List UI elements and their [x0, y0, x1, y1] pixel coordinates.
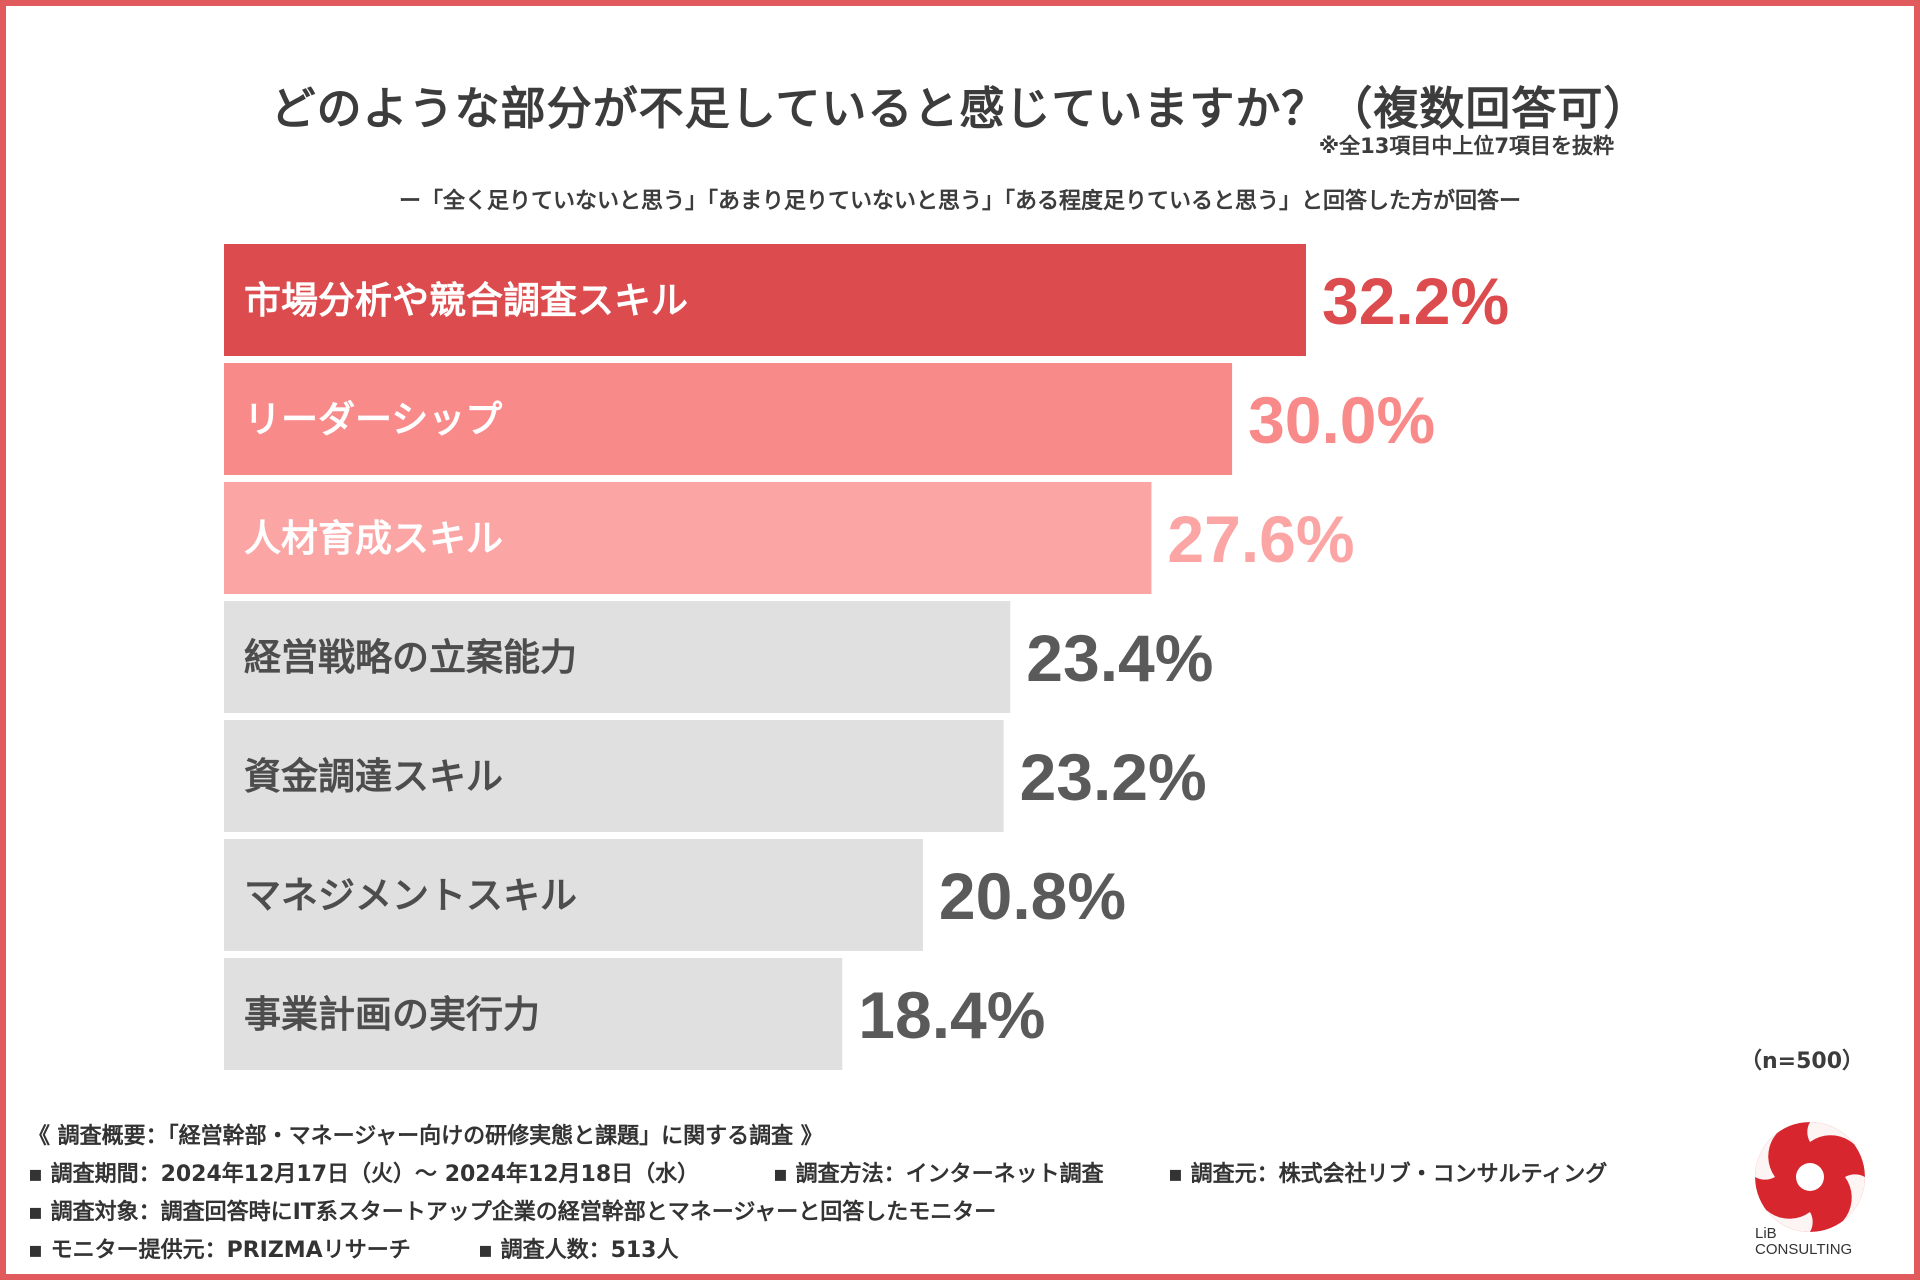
- logo-swirl: [1754, 1121, 1866, 1233]
- footer-source: ▪ 調査元：株式会社リブ・コンサルティング: [1168, 1162, 1608, 1187]
- bar-label-6: マネジメントスキル: [244, 874, 577, 917]
- bar-label-5: 資金調達スキル: [244, 755, 503, 798]
- bar-7: [224, 958, 843, 1070]
- value-label-6: 20.8%: [939, 859, 1126, 933]
- bar-2: [224, 363, 1233, 475]
- lib-consulting-logo-icon: [1754, 1121, 1866, 1233]
- chart-subtitle: ー「全く足りていないと思う」「あまり足りていないと思う」「ある程度足りていると思…: [398, 189, 1521, 214]
- footer-target: ▪ 調査対象：調査回答時にIT系スタートアップ企業の経営幹部とマネージャーと回答…: [28, 1200, 997, 1225]
- bar-4: [224, 601, 1011, 713]
- logo-text: LiB CONSULTING: [1755, 1226, 1852, 1258]
- logo-text-line1: LiB: [1755, 1225, 1777, 1242]
- bar-label-3: 人材育成スキル: [244, 517, 503, 560]
- bar-1: [224, 244, 1306, 356]
- footer-line-4: ▪ モニター提供元：PRIZMAリサーチ ▪ 調査人数：513人: [28, 1232, 1607, 1270]
- sample-size: （n=500）: [1740, 1049, 1865, 1074]
- footer-provider: ▪ モニター提供元：PRIZMAリサーチ: [28, 1238, 411, 1263]
- value-label-5: 23.2%: [1020, 740, 1207, 814]
- value-label-3: 27.6%: [1167, 502, 1354, 576]
- footer-method: ▪ 調査方法：インターネット調査: [773, 1162, 1104, 1187]
- chart-note: ※全13項目中上位7項目を抜粋: [1318, 134, 1614, 158]
- value-label-7: 18.4%: [858, 978, 1045, 1052]
- value-label-2: 30.0%: [1248, 383, 1435, 457]
- survey-footer: 《 調査概要：「経営幹部・マネージャー向けの研修実態と課題」に関する調査 》 ▪…: [28, 1118, 1607, 1270]
- chart-title: どのような部分が不足していると感じていますか？（複数回答可）: [270, 82, 1650, 135]
- value-label-4: 23.4%: [1026, 621, 1213, 695]
- bar-6: [224, 839, 923, 951]
- footer-line-2: ▪ 調査期間：2024年12月17日（火）～ 2024年12月18日（水） ▪ 調…: [28, 1156, 1607, 1194]
- bar-label-2: リーダーシップ: [244, 398, 502, 441]
- value-label-1: 32.2%: [1322, 264, 1509, 338]
- bar-5: [224, 720, 1004, 832]
- bar-label-4: 経営戦略の立案能力: [244, 636, 577, 679]
- footer-count: ▪ 調査人数：513人: [478, 1238, 679, 1263]
- footer-period: ▪ 調査期間：2024年12月17日（火）～ 2024年12月18日（水）: [28, 1162, 700, 1187]
- logo-text-line2: CONSULTING: [1755, 1241, 1853, 1258]
- bar-3: [224, 482, 1152, 594]
- bar-label-1: 市場分析や競合調査スキル: [244, 279, 688, 322]
- bar-label-7: 事業計画の実行力: [244, 993, 540, 1036]
- footer-overview: 《 調査概要：「経営幹部・マネージャー向けの研修実態と課題」に関する調査 》: [28, 1124, 823, 1149]
